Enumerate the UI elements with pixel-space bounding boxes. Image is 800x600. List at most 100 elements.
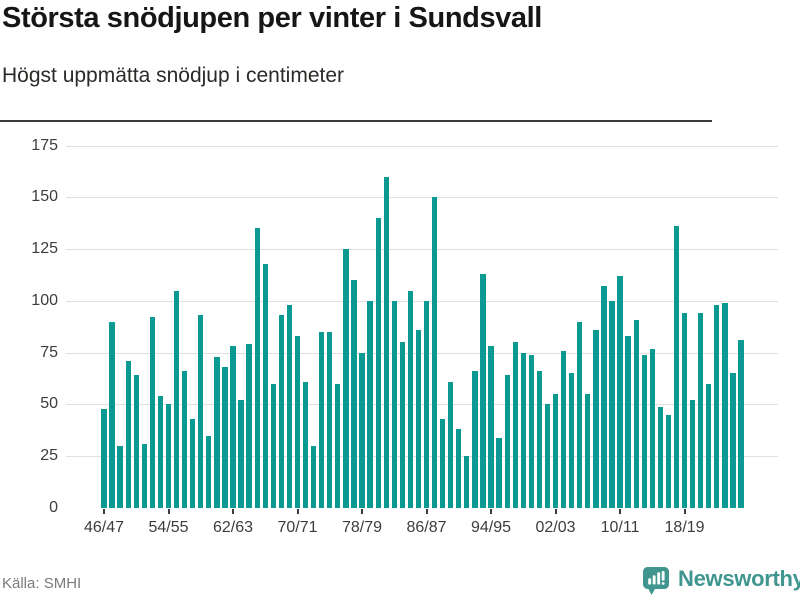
bar-93/94 bbox=[480, 273, 486, 508]
bar-04/05 bbox=[569, 373, 575, 508]
bar-06/07 bbox=[585, 394, 591, 508]
bar-70/71 bbox=[294, 336, 301, 508]
bar-90/91 bbox=[456, 429, 462, 508]
bar-94/95 bbox=[488, 346, 494, 508]
bar-75/76 bbox=[335, 383, 341, 508]
bar-80/81 bbox=[375, 218, 381, 508]
bar-92/93 bbox=[472, 371, 478, 508]
x-axis-label: 70/71 bbox=[277, 519, 318, 536]
bar-22/23 bbox=[714, 305, 720, 508]
gridline-75 bbox=[66, 352, 778, 354]
page-subtitle: Högst uppmätta snödjup i centimeter bbox=[2, 64, 345, 87]
bar-63/64 bbox=[238, 400, 244, 508]
bar-99/00 bbox=[528, 354, 534, 508]
bar-83/84 bbox=[399, 342, 405, 508]
x-axis-tick bbox=[167, 509, 170, 514]
bar-50/51 bbox=[133, 375, 139, 508]
bar-01/02 bbox=[544, 404, 551, 508]
bar-88/89 bbox=[440, 418, 446, 508]
x-axis-tick bbox=[425, 509, 428, 514]
bar-18/19 bbox=[681, 313, 688, 508]
bar-02/03 bbox=[552, 394, 559, 508]
bar-00/01 bbox=[536, 371, 543, 508]
y-axis-label: 175 bbox=[31, 136, 58, 154]
bar-48/49 bbox=[117, 445, 123, 508]
bar-69/70 bbox=[286, 305, 293, 508]
y-axis-label: 150 bbox=[31, 188, 58, 206]
newsworthy-wordmark: Newsworthy bbox=[678, 566, 800, 591]
x-axis-line bbox=[0, 120, 712, 122]
bar-73/74 bbox=[319, 331, 325, 508]
bar-25/26 bbox=[738, 340, 744, 508]
bar-59/60 bbox=[206, 435, 212, 508]
bar-24/25 bbox=[730, 373, 736, 508]
bar-15/16 bbox=[657, 406, 664, 508]
y-axis-label: 0 bbox=[49, 499, 58, 516]
bar-53/54 bbox=[157, 396, 164, 508]
y-axis-label: 50 bbox=[40, 395, 58, 413]
bar-64/65 bbox=[246, 344, 252, 508]
bar-95/96 bbox=[496, 437, 502, 508]
x-axis-tick bbox=[232, 509, 234, 514]
bar-58/59 bbox=[198, 315, 204, 508]
bar-72/73 bbox=[311, 445, 317, 508]
bar-85/86 bbox=[415, 329, 422, 508]
bar-52/53 bbox=[149, 317, 156, 508]
bar-46/47 bbox=[101, 408, 107, 508]
bar-51/52 bbox=[141, 443, 147, 508]
bar-54/55 bbox=[165, 404, 172, 508]
x-axis-tick bbox=[490, 509, 493, 514]
bar-79/80 bbox=[367, 300, 373, 508]
bar-97/98 bbox=[512, 342, 518, 508]
bar-19/20 bbox=[689, 400, 696, 508]
bar-78/79 bbox=[359, 352, 365, 508]
bar-76/77 bbox=[343, 249, 349, 508]
bar-13/14 bbox=[641, 354, 647, 508]
bar-20/21 bbox=[698, 313, 704, 508]
bar-62/63 bbox=[230, 346, 236, 508]
x-axis-label: 86/87 bbox=[406, 519, 447, 536]
x-axis-label: 54/55 bbox=[148, 519, 189, 536]
x-axis-tick bbox=[554, 509, 557, 514]
bar-56/57 bbox=[181, 371, 188, 508]
bar-65/66 bbox=[254, 228, 260, 508]
bar-21/22 bbox=[706, 383, 712, 508]
bar-14/15 bbox=[649, 348, 655, 508]
bar-57/58 bbox=[190, 418, 196, 508]
bar-03/04 bbox=[560, 350, 567, 508]
x-axis-label: 10/11 bbox=[600, 519, 640, 536]
bar-89/90 bbox=[448, 381, 454, 508]
x-axis-label: 18/19 bbox=[664, 519, 705, 536]
x-axis-tick bbox=[103, 509, 105, 514]
bar-87/88 bbox=[431, 197, 438, 508]
bar-84/85 bbox=[407, 290, 414, 508]
bar-55/56 bbox=[173, 290, 180, 508]
x-axis-tick bbox=[619, 509, 622, 514]
gridline-25 bbox=[66, 456, 778, 458]
page-title: Största snödjupen per vinter i Sundsvall bbox=[2, 2, 542, 34]
bar-11/12 bbox=[625, 336, 631, 508]
x-axis-label: 62/63 bbox=[212, 519, 254, 536]
bar-77/78 bbox=[351, 280, 357, 508]
bar-17/18 bbox=[673, 226, 680, 508]
bar-81/82 bbox=[383, 176, 389, 508]
bar-91/92 bbox=[464, 456, 470, 508]
bar-74/75 bbox=[327, 331, 333, 508]
gridline-50 bbox=[66, 404, 778, 406]
x-axis-label: 46/47 bbox=[83, 519, 125, 536]
gridline-175 bbox=[66, 145, 778, 147]
bar-67/68 bbox=[270, 383, 276, 508]
y-axis-label: 125 bbox=[31, 240, 58, 258]
bar-12/13 bbox=[633, 319, 639, 508]
source-credit: Källa: SMHI bbox=[2, 575, 82, 592]
x-axis-label: 78/79 bbox=[341, 519, 383, 536]
x-axis-tick bbox=[361, 509, 364, 514]
bar-61/62 bbox=[222, 367, 228, 508]
gridline-150 bbox=[66, 197, 778, 199]
y-axis-label: 75 bbox=[40, 343, 58, 361]
bar-66/67 bbox=[262, 263, 268, 508]
bar-10/11 bbox=[617, 276, 623, 508]
bar-86/87 bbox=[423, 300, 430, 508]
bar-60/61 bbox=[214, 356, 220, 508]
